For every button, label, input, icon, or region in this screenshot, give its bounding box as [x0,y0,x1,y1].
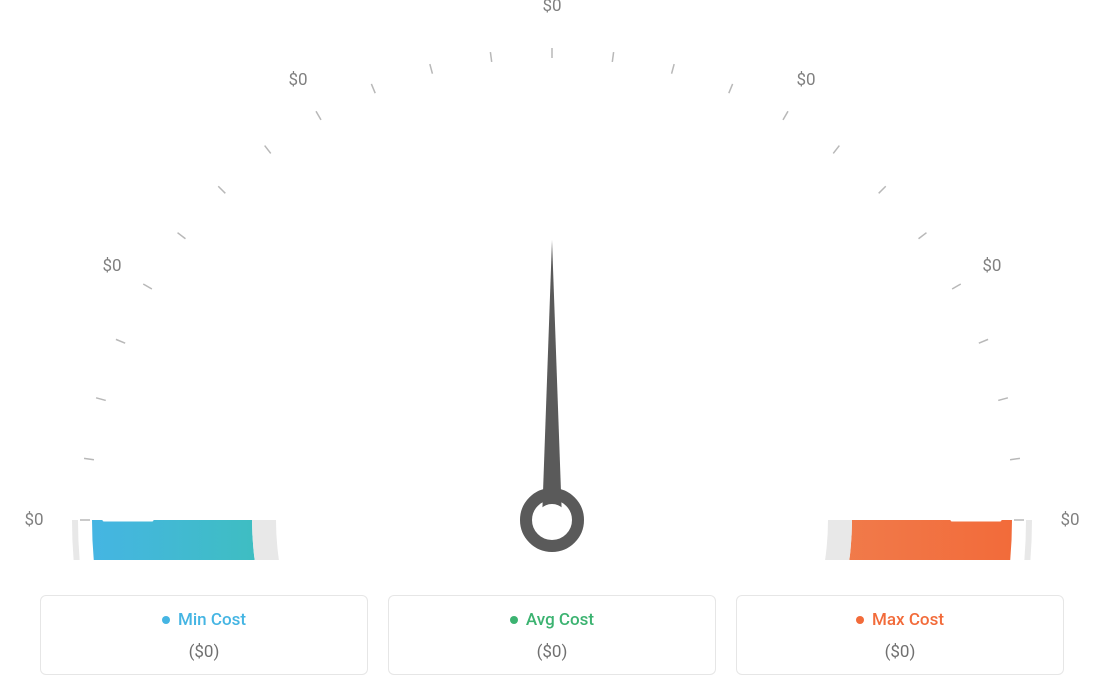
legend-card-min: Min Cost ($0) [40,595,368,675]
legend-dot-min [162,616,170,624]
gauge-tick-label: $0 [102,256,121,276]
legend-card-max: Max Cost ($0) [736,595,1064,675]
legend-label-max: Max Cost [872,610,944,630]
legend-value-min: ($0) [51,642,357,662]
gauge-chart: $0 $0 $0 $0 $0 $0 $0 [0,0,1104,560]
legend-row: Min Cost ($0) Avg Cost ($0) Max Cost ($0… [40,595,1064,675]
legend-label-min: Min Cost [178,610,246,630]
gauge-tick-label: $0 [24,510,43,530]
gauge-tick-label: $0 [796,70,815,90]
legend-dot-max [856,616,864,624]
legend-dot-avg [510,616,518,624]
gauge-tick-label: $0 [542,0,561,16]
gauge-tick-label: $0 [982,256,1001,276]
cost-gauge-widget: $0 $0 $0 $0 $0 $0 $0 Min Cost ($0) Avg Cost ($… [0,0,1104,690]
gauge-tick-label: $0 [1060,510,1079,530]
gauge-svg [0,0,1104,560]
legend-label-avg: Avg Cost [526,610,594,630]
legend-value-max: ($0) [747,642,1053,662]
gauge-tick-label: $0 [288,70,307,90]
legend-value-avg: ($0) [399,642,705,662]
legend-card-avg: Avg Cost ($0) [388,595,716,675]
